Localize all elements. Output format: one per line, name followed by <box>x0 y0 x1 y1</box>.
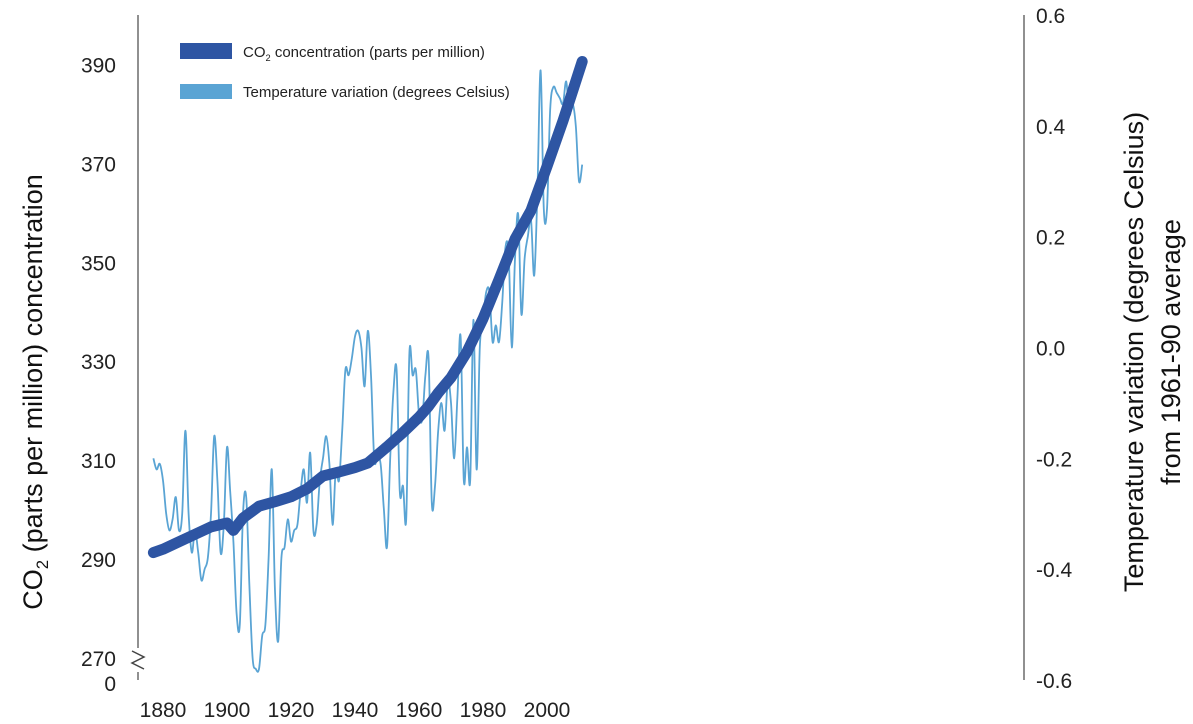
axis-break-mark <box>130 650 146 670</box>
legend-label-co2-subscript: 2 <box>266 53 271 63</box>
left-tick-label: 0 <box>104 673 116 696</box>
legend-label-temperature: Temperature variation (degrees Celsius) <box>243 84 510 101</box>
left-axis-title-co: CO <box>18 569 48 610</box>
right-tick-label: -0.2 <box>1036 448 1072 471</box>
x-tick-label: 1980 <box>460 699 507 722</box>
legend-swatch-co2 <box>180 43 232 59</box>
legend-label-co2: CO2 concentration (parts per million) <box>243 44 485 63</box>
right-tick-label: -0.4 <box>1036 559 1073 582</box>
x-tick-label: 1900 <box>204 699 251 722</box>
x-tick-label: 1880 <box>140 699 187 722</box>
right-axis-title-line1: Temperature variation (degrees Celsius) <box>1119 112 1149 592</box>
left-axis-title-subscript: 2 <box>33 560 52 569</box>
right-tick-label: 0.6 <box>1036 5 1065 28</box>
left-tick-label: 350 <box>81 252 116 275</box>
left-axis-title-rest: (parts per million) concentration <box>18 174 48 560</box>
co2-series-line <box>147 56 588 559</box>
right-tick-label: -0.6 <box>1036 670 1072 693</box>
legend-swatch-temperature <box>180 84 232 99</box>
temperature-series-line <box>152 69 584 673</box>
x-tick-label: 1940 <box>332 699 379 722</box>
left-tick-label: 270 <box>81 648 116 671</box>
left-tick-label: 390 <box>81 54 116 77</box>
left-tick-label: 330 <box>81 351 116 374</box>
legend-label-co2-co: CO <box>243 44 266 61</box>
x-tick-label: 1920 <box>268 699 315 722</box>
legend: CO2 concentration (parts per million) Te… <box>180 43 510 101</box>
svg-text:CO2 (parts per million) concen: CO2 (parts per million) concentration <box>18 174 52 609</box>
x-tick-label: 1960 <box>396 699 443 722</box>
right-axis-title-line2: from 1961-90 average <box>1156 219 1186 485</box>
right-tick-label: 0.2 <box>1036 227 1065 250</box>
left-tick-label: 310 <box>81 450 116 473</box>
left-tick-label: 370 <box>81 153 116 176</box>
right-tick-label: 0.0 <box>1036 338 1065 361</box>
right-tick-label: 0.4 <box>1036 116 1066 139</box>
left-axis-title: CO2 (parts per million) concentration <box>18 174 52 609</box>
left-tick-label: 290 <box>81 549 116 572</box>
x-tick-label: 2000 <box>524 699 571 722</box>
legend-label-co2-rest: concentration (parts per million) <box>271 44 485 61</box>
